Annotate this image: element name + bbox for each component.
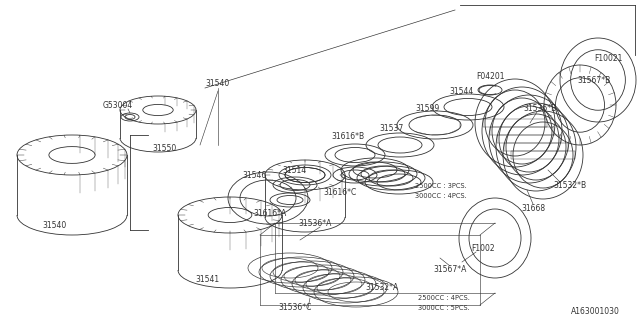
Text: 31537: 31537: [380, 124, 404, 132]
Text: 2500CC : 4PCS.: 2500CC : 4PCS.: [418, 295, 470, 301]
Text: A163001030: A163001030: [571, 308, 620, 316]
Text: 31567*A: 31567*A: [433, 266, 467, 275]
Text: G53004: G53004: [103, 100, 133, 109]
Text: 31616*C: 31616*C: [323, 188, 356, 196]
Text: 31567*B: 31567*B: [577, 76, 611, 84]
Text: F10021: F10021: [594, 53, 622, 62]
Text: 3000CC : 5PCS.: 3000CC : 5PCS.: [418, 305, 470, 311]
Text: 31536*B: 31536*B: [524, 103, 557, 113]
Text: 2500CC : 3PCS.: 2500CC : 3PCS.: [415, 183, 467, 189]
Text: 31546: 31546: [243, 171, 267, 180]
Text: 3000CC : 4PCS.: 3000CC : 4PCS.: [415, 193, 467, 199]
Text: 31541: 31541: [195, 275, 219, 284]
Text: F1002: F1002: [471, 244, 495, 252]
Text: 31514: 31514: [282, 165, 306, 174]
Text: 31599: 31599: [416, 103, 440, 113]
Text: 31540: 31540: [206, 78, 230, 87]
Text: 31550: 31550: [153, 143, 177, 153]
Text: 31616*A: 31616*A: [253, 209, 287, 218]
Text: 31532*B: 31532*B: [554, 180, 587, 189]
Text: 31532*A: 31532*A: [365, 284, 399, 292]
Text: 31544: 31544: [450, 86, 474, 95]
Text: 31536*A: 31536*A: [298, 219, 332, 228]
Text: 31668: 31668: [521, 204, 545, 212]
Text: F04201: F04201: [476, 71, 504, 81]
Text: 31536*C: 31536*C: [278, 303, 312, 313]
Text: 31540: 31540: [43, 220, 67, 229]
Text: 31616*B: 31616*B: [332, 132, 365, 140]
